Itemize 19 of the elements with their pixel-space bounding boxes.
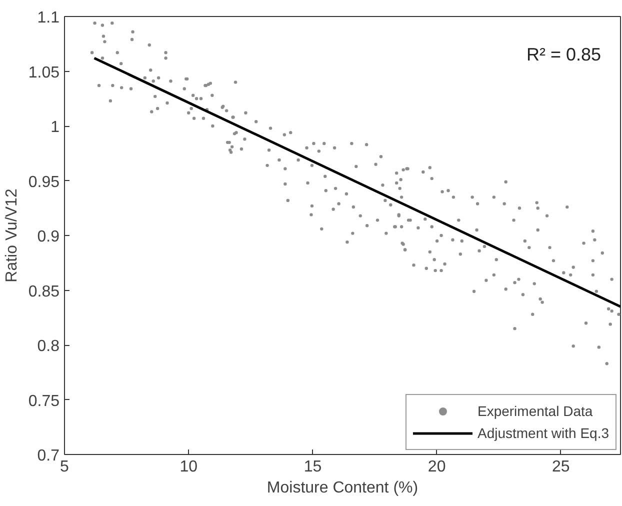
x-axis-title: Moisture Content (%) [266,480,418,496]
y-axis-title: Ratio Vu/V12 [3,188,20,282]
x-tick-label: 5 [60,458,70,476]
y-tick-label: 0.85 [28,283,60,300]
y-tick-label: 0.9 [37,228,60,246]
x-tick-label: 10 [180,458,198,476]
y-tick-label: 1.05 [28,64,60,82]
x-tick-label: 15 [304,458,322,476]
x-tick-label: 20 [428,458,446,476]
x-tick-label: 25 [552,458,570,476]
y-tick-label: 0.75 [28,392,60,410]
y-tick-label: 1.1 [37,10,60,26]
annotation: R² = 0.85 [526,44,602,64]
y-tick-label: 0.7 [37,448,60,464]
y-tick-label: 0.95 [28,174,60,191]
legend-label: Adjustment with Eq.3 [477,425,609,441]
y-tick-label: 1 [50,119,60,136]
y-tick-label: 0.8 [37,338,60,355]
legend-label: Experimental Data [477,403,593,419]
